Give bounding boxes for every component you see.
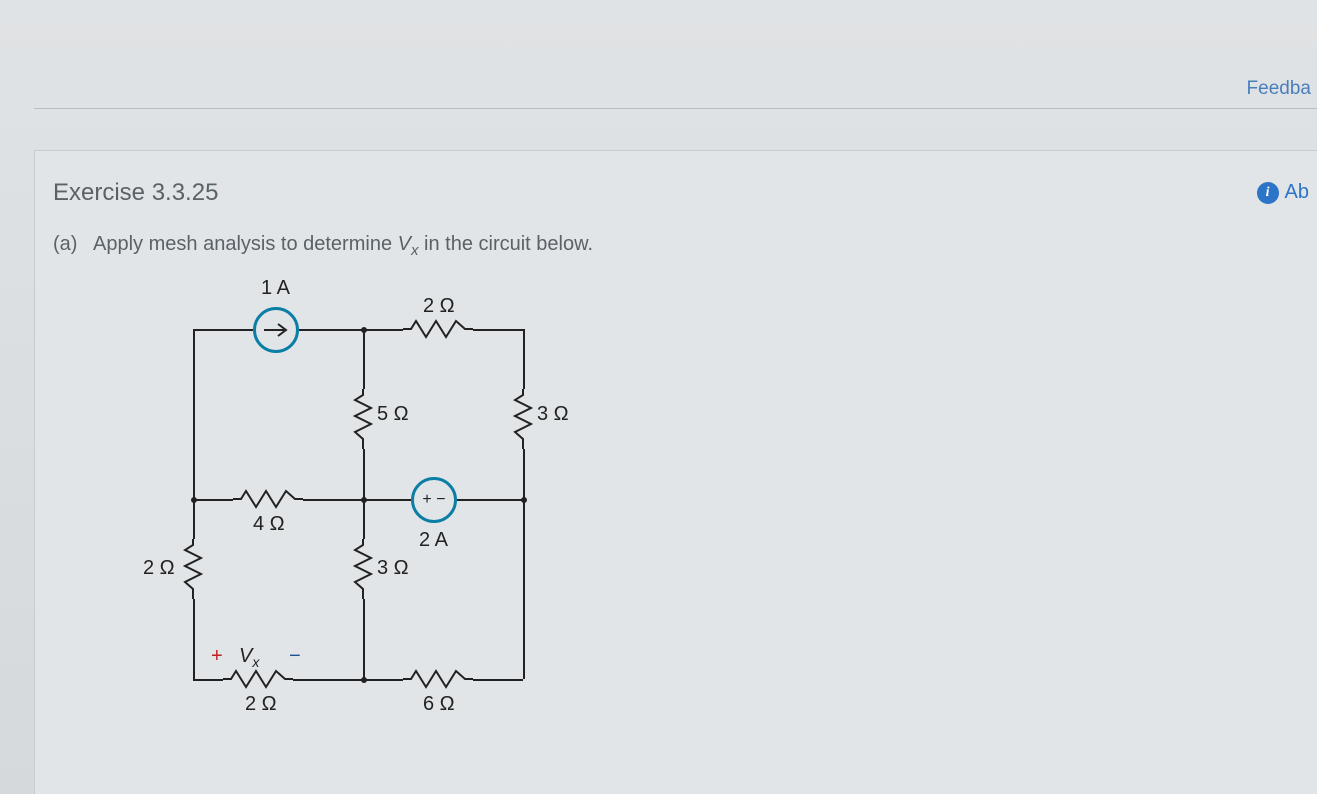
prompt-var: V	[398, 233, 411, 255]
resistor-3ohm-low	[353, 539, 373, 599]
vx-sub: x	[252, 654, 259, 670]
wire	[363, 329, 403, 331]
r-5ohm-label: 5 Ω	[377, 403, 409, 426]
vx-v: V	[239, 645, 252, 667]
wire	[193, 329, 195, 499]
wire	[473, 329, 523, 331]
wire	[523, 449, 525, 499]
wire	[303, 499, 363, 501]
current-source-1a	[253, 307, 299, 353]
wire	[299, 329, 363, 331]
wire	[523, 329, 525, 389]
section-divider	[34, 108, 1317, 109]
r-top-right-label: 2 Ω	[423, 295, 455, 318]
about-link[interactable]: i Ab	[1257, 181, 1309, 204]
about-label: Ab	[1285, 181, 1309, 204]
r-4ohm-label: 4 Ω	[253, 513, 285, 536]
wire	[363, 599, 365, 679]
wire	[193, 329, 253, 331]
resistor-4ohm	[233, 489, 303, 509]
r-3ohm-low-label: 3 Ω	[377, 557, 409, 580]
prompt-pre: Apply mesh analysis to determine	[93, 233, 398, 255]
wire	[193, 499, 195, 539]
wire	[457, 499, 523, 501]
info-icon: i	[1257, 182, 1279, 204]
wire	[473, 679, 523, 681]
node	[361, 327, 367, 333]
wire	[363, 499, 411, 501]
prompt-sub: x	[411, 242, 419, 259]
exercise-card: Exercise 3.3.25 i Ab (a) Apply mesh anal…	[34, 150, 1317, 794]
r-2ohm-left-label: 2 Ω	[143, 557, 175, 580]
wire	[293, 679, 363, 681]
wire	[363, 499, 365, 539]
arrow-right-icon	[256, 310, 296, 350]
current-source-label: 1 A	[261, 277, 290, 300]
vx-plus: +	[211, 645, 223, 668]
resistor-2ohm-top	[403, 319, 473, 339]
wire	[363, 679, 403, 681]
r-6ohm-label: 6 Ω	[423, 693, 455, 716]
wire	[193, 599, 195, 679]
resistor-6ohm	[403, 669, 473, 689]
part-letter: (a)	[53, 233, 77, 255]
vx-minus: −	[289, 645, 301, 668]
resistor-5ohm	[353, 389, 373, 449]
exercise-title: Exercise 3.3.25	[53, 179, 1299, 207]
vx-var: Vx	[239, 645, 259, 670]
circuit-diagram: 1 A 2 Ω 3 Ω 5 Ω 4 Ω	[153, 279, 583, 739]
wire	[193, 679, 223, 681]
wire	[193, 499, 233, 501]
node	[361, 677, 367, 683]
wire	[523, 499, 525, 679]
source-2a-label: 2 A	[419, 529, 448, 552]
r-2ohm-vx-label: 2 Ω	[245, 693, 277, 716]
resistor-2ohm-vx	[223, 669, 293, 689]
resistor-2ohm-left	[183, 539, 203, 599]
resistor-3ohm-right	[513, 389, 533, 449]
source-2a: + −	[411, 477, 457, 523]
wire	[363, 329, 365, 389]
wire	[363, 449, 365, 499]
exercise-prompt: (a) Apply mesh analysis to determine Vx …	[53, 233, 1299, 259]
prompt-post: in the circuit below.	[424, 233, 593, 255]
r-3ohm-right-label: 3 Ω	[537, 403, 569, 426]
feedback-link[interactable]: Feedba	[1247, 78, 1317, 100]
